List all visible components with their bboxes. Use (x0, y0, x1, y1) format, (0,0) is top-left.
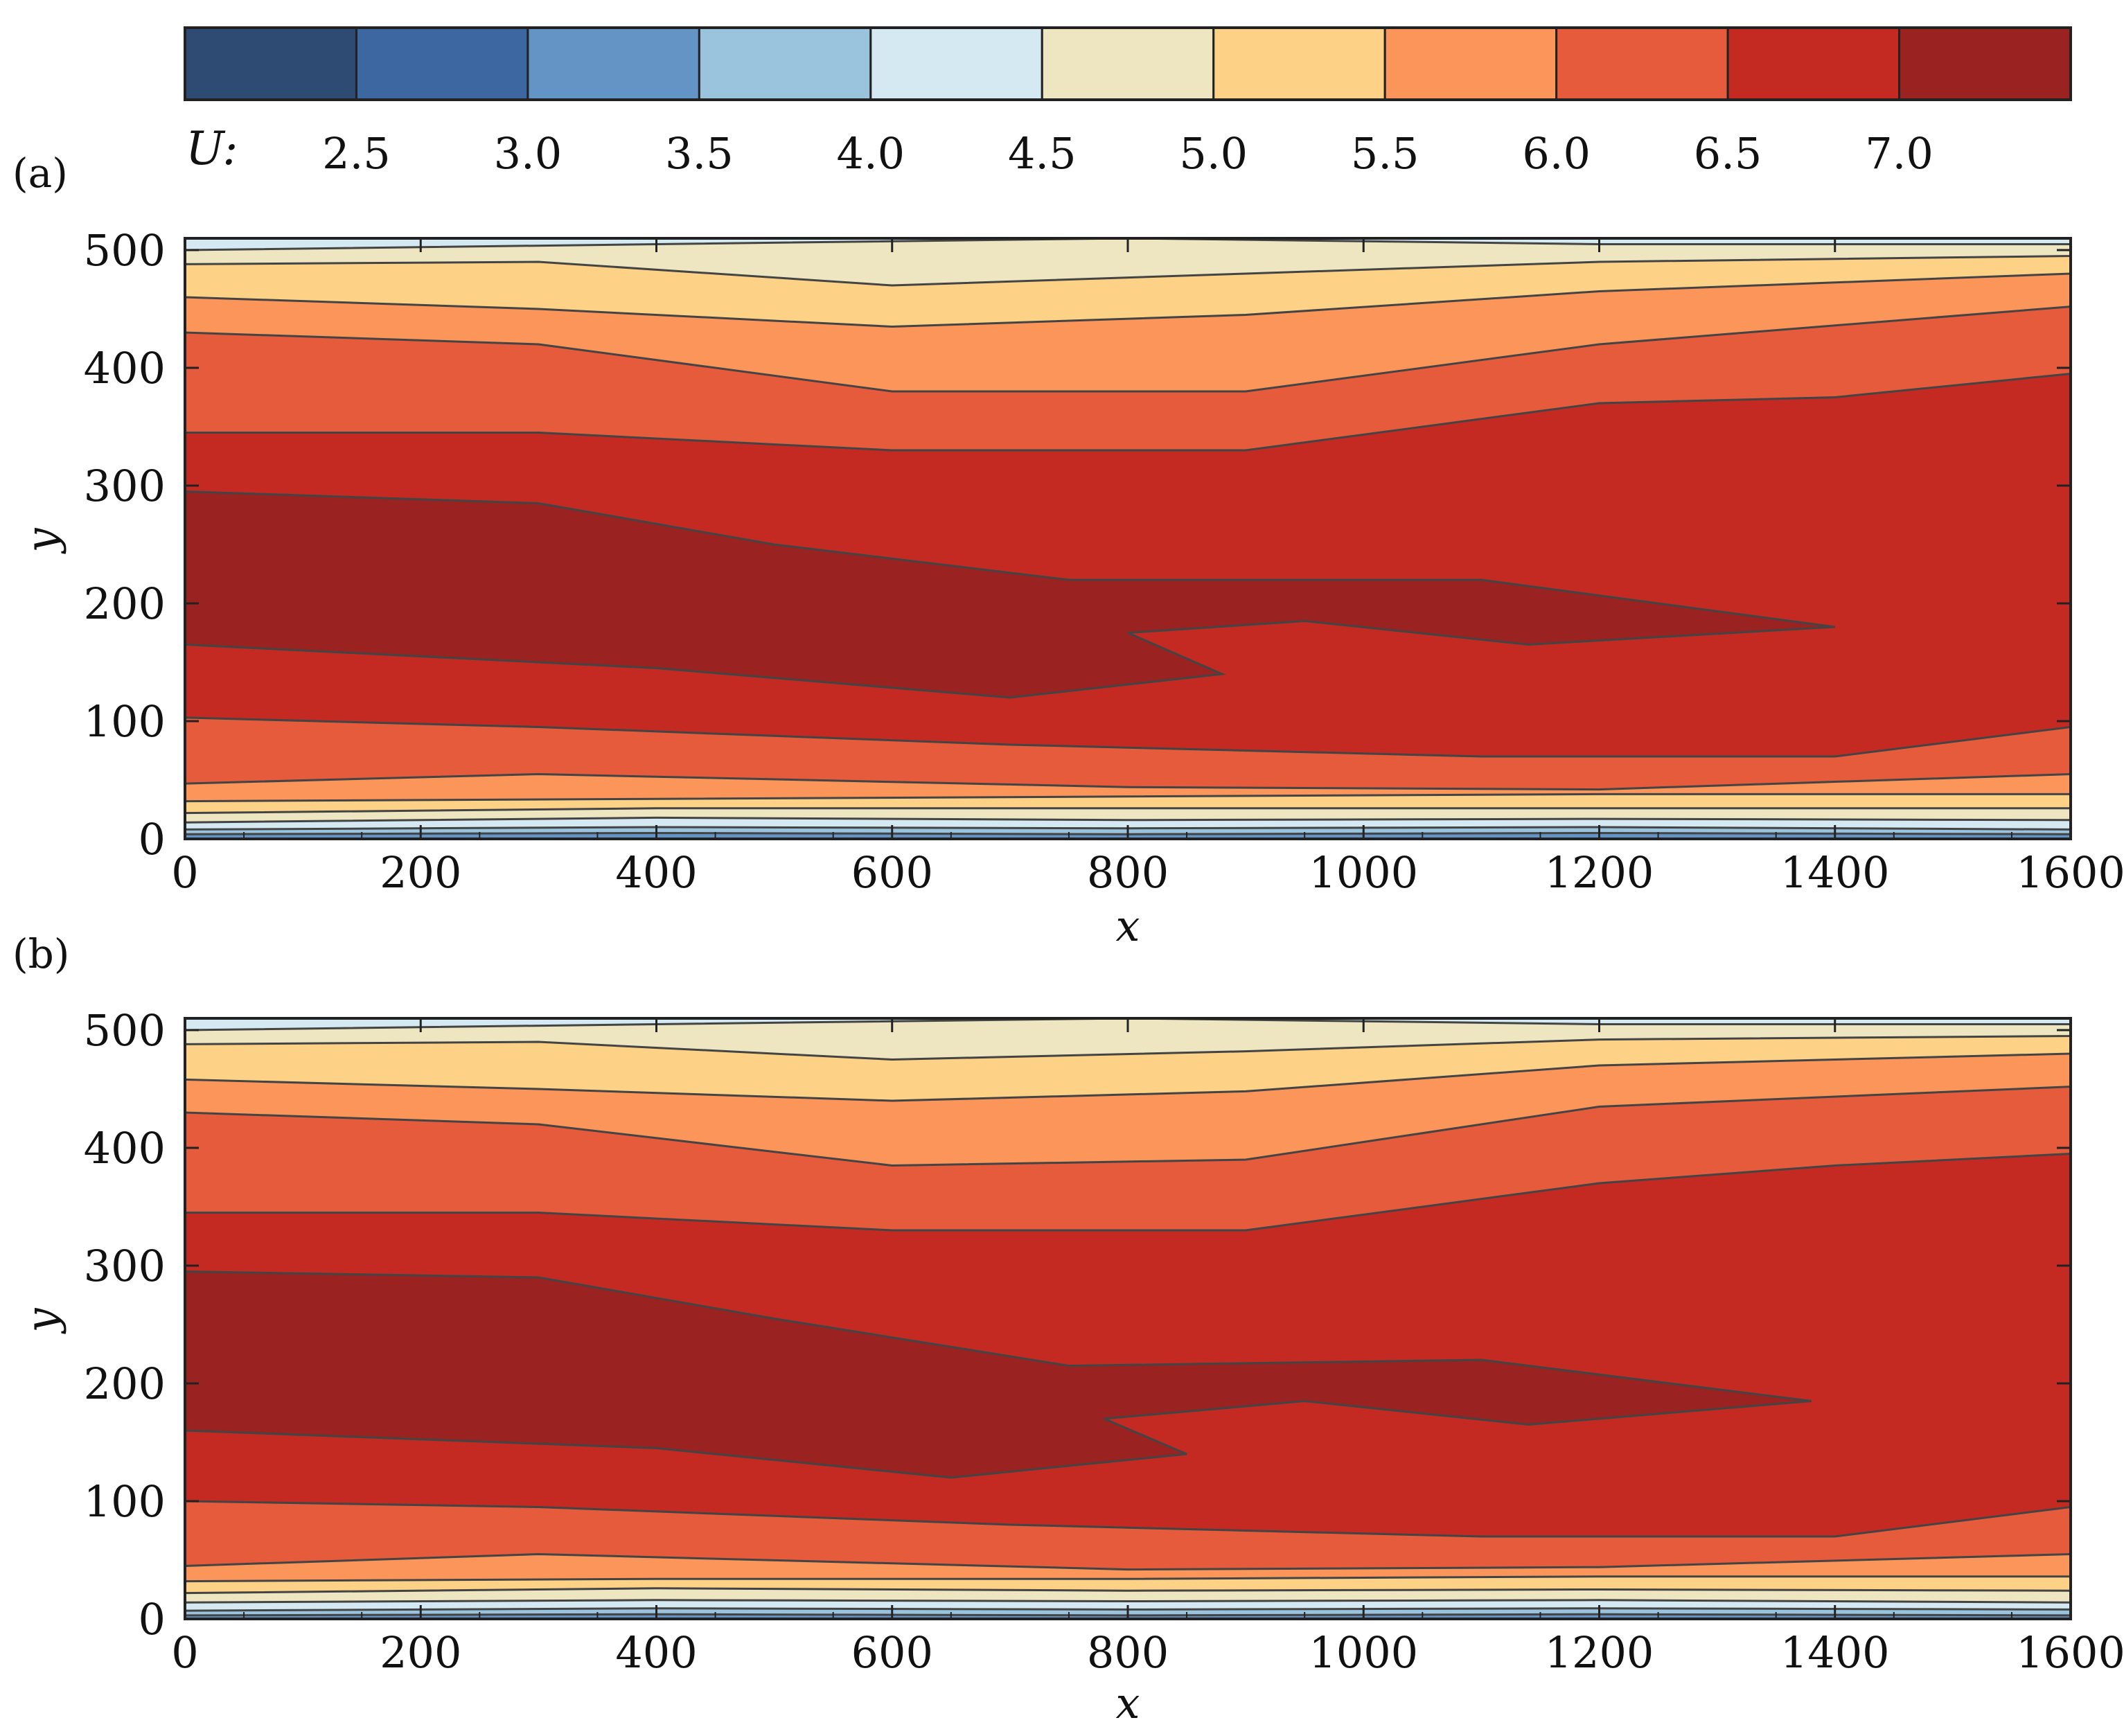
colorbar-swatch (1898, 26, 2072, 101)
colorbar-tick-label: 6.5 (1694, 128, 1762, 179)
x-tick-label: 600 (851, 1627, 933, 1678)
colorbar-swatch (355, 26, 529, 101)
colorbar-swatch (526, 26, 700, 101)
colorbar-tick-label: 4.0 (837, 128, 905, 179)
panel-b-xlabel: x (1116, 1678, 1140, 1728)
x-tick-label: 600 (851, 847, 933, 898)
colorbar-tick-label: 7.0 (1865, 128, 1933, 179)
y-tick-label: 0 (139, 1594, 166, 1645)
y-tick-label: 300 (84, 1241, 166, 1291)
panel-b-axes: 0 200 400 600 800 1000 1200 1400 1600 0 100 200 300 4… (84, 1005, 2124, 1678)
y-tick-label: 300 (84, 461, 166, 511)
colorbar-variable-label: U: (186, 122, 238, 175)
colorbar-tick-label: 3.5 (665, 128, 734, 179)
y-tick-label: 0 (139, 814, 166, 865)
colorbar-tick-label: 6.0 (1522, 128, 1591, 179)
x-tick-label: 400 (615, 847, 697, 898)
colorbar-tick-labels: 2.5 3.0 3.5 4.0 4.5 5.0 5.5 6.0 6.5 7.0 (322, 128, 1933, 179)
colorbar-swatch (184, 26, 357, 101)
x-tick-label: 1200 (1545, 1627, 1654, 1678)
colorbar (184, 26, 2072, 101)
x-tick-label: 0 (171, 1627, 198, 1678)
colorbar-swatch (698, 26, 872, 101)
panel-a-axes: 0 200 400 600 800 1000 1200 1400 1600 0 100 200 300 4… (84, 225, 2124, 898)
x-tick-label: 200 (380, 847, 461, 898)
y-tick-label: 200 (84, 1358, 166, 1409)
panel-a-label: (a) (12, 150, 68, 197)
x-tick-label: 1600 (2016, 847, 2124, 898)
x-tick-label: 0 (171, 847, 198, 898)
x-tick-label: 1000 (1309, 847, 1418, 898)
panel-b-ylabel: y (17, 1308, 67, 1335)
contour-core-region (185, 1270, 1812, 1479)
colorbar-tick-label: 5.0 (1179, 128, 1248, 179)
x-tick-label: 400 (615, 1627, 697, 1678)
colorbar-tick-label: 5.5 (1351, 128, 1419, 179)
panel-a-xlabel: x (1116, 901, 1140, 951)
colorbar-frame (184, 26, 2072, 101)
x-tick-label: 1000 (1309, 1627, 1418, 1678)
colorbar-tick-label: 4.5 (1008, 128, 1077, 179)
x-tick-label: 200 (380, 1627, 461, 1678)
y-tick-label: 500 (84, 225, 166, 276)
colorbar-swatch (1212, 26, 1386, 101)
panel-b-contour-fill (185, 1018, 2071, 1619)
y-tick-label: 100 (84, 1476, 166, 1527)
contour-core-region (185, 490, 1835, 699)
x-tick-label: 800 (1087, 847, 1169, 898)
colorbar-swatch (1726, 26, 1901, 101)
y-tick-label: 500 (84, 1005, 166, 1056)
panel-a-contour-fill (185, 238, 2071, 839)
colorbar-swatch (1383, 26, 1558, 101)
x-tick-label: 1400 (1780, 1627, 1890, 1678)
y-tick-label: 400 (84, 343, 166, 393)
colorbar-swatch (1555, 26, 1729, 101)
panel-a-ylabel: y (17, 528, 67, 555)
x-tick-label: 1400 (1780, 847, 1890, 898)
y-tick-label: 400 (84, 1123, 166, 1173)
y-tick-label: 100 (84, 696, 166, 747)
x-tick-label: 1200 (1545, 847, 1654, 898)
x-tick-label: 1600 (2016, 1627, 2124, 1678)
colorbar-swatch (869, 26, 1043, 101)
colorbar-tick-label: 3.0 (494, 128, 563, 179)
panel-b-label: (b) (12, 930, 69, 977)
x-tick-label: 800 (1087, 1627, 1169, 1678)
colorbar-tick-label: 2.5 (322, 128, 391, 179)
colorbar-swatch (1041, 26, 1215, 101)
y-tick-label: 200 (84, 578, 166, 629)
